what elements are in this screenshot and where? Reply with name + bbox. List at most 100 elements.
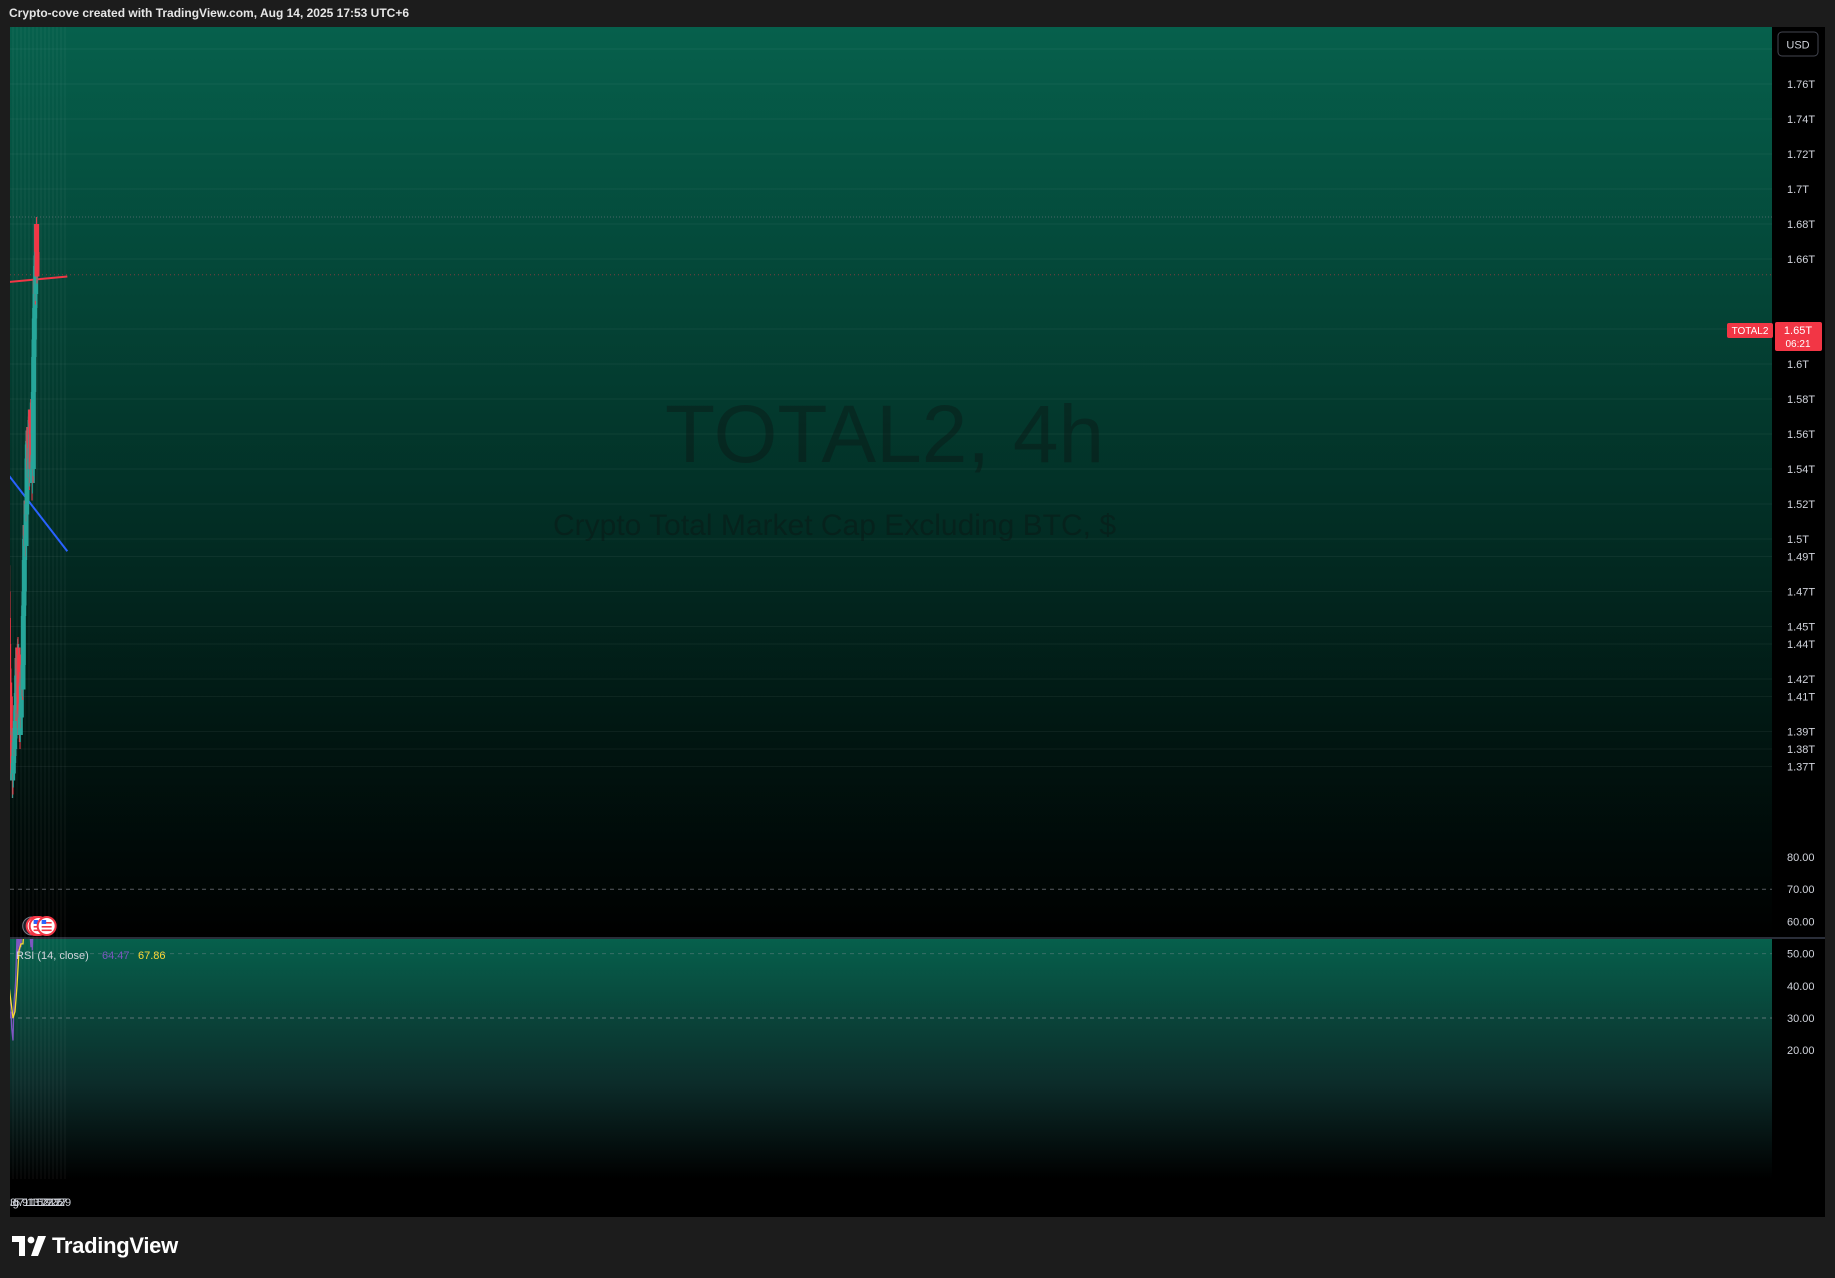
candle [10,668,12,693]
event-markers[interactable] [22,916,57,936]
rsi-legend-label: RSI (14, close) [16,950,89,962]
time-tick-label: Aug [10,1197,19,1209]
candle [10,591,11,618]
price-tick-label: 1.5T [1787,534,1809,546]
candle-body [23,500,29,546]
price-tick-label: 1.54T [1787,464,1815,476]
candle-body [31,339,37,357]
candle-body [30,392,36,469]
symbol-tag-label: TOTAL2 [1732,326,1769,337]
price-tag-box [1775,322,1822,351]
time-tick-label: 25 [51,1197,63,1209]
currency-button[interactable]: USD [1777,31,1819,57]
rsi-series [10,939,34,1041]
candle-body [10,591,11,618]
trendline-line[interactable] [10,455,69,552]
flag-canton [33,920,39,924]
price-tick-label: 1.76T [1787,79,1815,91]
chart-attribution: Crypto-cove created with TradingView.com… [0,0,1835,27]
currency-button-box[interactable] [1777,31,1819,57]
rsi-tick-label: 30.00 [1787,1013,1815,1025]
price-tick-label: 1.42T [1787,674,1815,686]
resistance-line[interactable] [10,275,68,284]
candles [10,217,40,798]
watermark-title: TOTAL2, 4h [665,389,1104,480]
price-pane-background [10,27,1772,937]
last-price-tag: TOTAL2 1.65T 06:21 [1727,322,1822,351]
rsi-levels [10,888,1772,1019]
candle [10,675,13,718]
time-tick-label: 19 [39,1197,51,1209]
price-tick-label: 1.58T [1787,394,1815,406]
rsi-ma-line [10,939,24,1019]
price-scale-background[interactable] [1772,27,1825,1179]
candle-body [24,458,30,504]
price-tick-label: 1.74T [1787,114,1815,126]
rsi-tick-label: 80.00 [1787,852,1815,864]
candle-body [34,252,40,277]
rsi-legend[interactable]: RSI (14, close) 64.47 67.86 [16,950,166,962]
flag-stripe [41,922,52,924]
rsi-pane-background [10,939,1772,1179]
rsi-legend-rsi-value: 64.47 [102,950,130,962]
candle [34,248,40,284]
candle [10,617,11,644]
time-tick-label: 29 [59,1197,71,1209]
candle-body [34,224,40,252]
price-tick-label: 1.45T [1787,622,1815,634]
rsi-tick-label: 40.00 [1787,981,1815,993]
candle-body [10,682,13,706]
price-tick-label: 1.49T [1787,552,1815,564]
time-tick-label: 5 [14,1197,20,1209]
time-axis-labels: 252729Aug357911131517192123252729 [10,1197,71,1209]
time-tick-label: 21 [43,1197,55,1209]
time-tick-label: 27 [55,1197,67,1209]
flag-canton [41,920,47,924]
grid [10,27,1772,1179]
candle [30,388,36,476]
time-tick-label: 7 [18,1197,24,1209]
flag-stripe [41,926,52,928]
candle-body [33,266,39,294]
price-tick-label: 1.7T [1787,184,1809,196]
rsi-axis-labels: 80.00 70.00 60.00 50.00 40.00 30.00 20.00 [1787,852,1815,1057]
price-tick-label: 1.41T [1787,692,1815,704]
rsi-tick-label: 50.00 [1787,949,1815,961]
economic-event-marker[interactable] [36,916,57,936]
candle-body [20,616,26,665]
candle-body [21,560,27,592]
price-tick-label: 1.56T [1787,429,1815,441]
price-tick-label: 1.68T [1787,219,1815,231]
time-tick-label: 15 [31,1197,43,1209]
candle-body [10,668,12,693]
tradingview-logo[interactable]: TradingView [12,1233,178,1259]
drawn-lines[interactable] [10,216,1772,552]
candle-body [17,710,23,735]
candle-body [18,682,24,718]
tradingview-logo-text: TradingView [52,1233,178,1258]
chart-canvas[interactable]: TOTAL2, 4h Crypto Total Market Cap Exclu… [10,27,1825,1217]
tradingview-logo-icon [12,1236,46,1256]
chart-frame: TOTAL2, 4h Crypto Total Market Cap Exclu… [10,27,1825,1217]
price-tick-label: 1.44T [1787,639,1815,651]
price-tick-label: 1.37T [1787,762,1815,774]
price-tick-label: 1.72T [1787,149,1815,161]
price-tick-label: 1.47T [1787,587,1815,599]
candle-body [22,539,28,560]
symbol-tag-box [1727,323,1773,338]
price-tick-label: 1.39T [1787,727,1815,739]
candle-body [20,665,26,690]
candle [10,644,12,669]
time-tick-label: 13 [27,1197,39,1209]
time-tick-label: 3 [10,1197,16,1209]
rsi-tick-label: 20.00 [1787,1045,1815,1057]
candle-body [10,644,12,669]
time-tick-label: 11 [23,1197,34,1209]
candle-body [10,617,11,644]
rsi-line [10,939,34,1041]
price-tag-countdown: 06:21 [1785,339,1810,350]
time-tick-label: 9 [22,1197,28,1209]
watermark-subtitle: Crypto Total Market Cap Excluding BTC, $ [553,509,1116,542]
currency-button-label[interactable]: USD [1786,40,1809,52]
price-tick-label: 1.6T [1787,359,1809,371]
